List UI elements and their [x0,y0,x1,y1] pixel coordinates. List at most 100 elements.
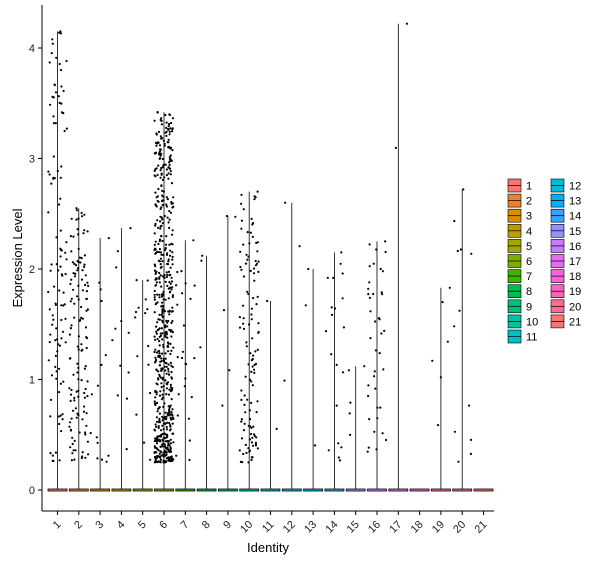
point-2 [84,274,87,277]
point-6 [165,450,168,453]
point-2 [86,440,89,443]
point-1 [48,341,51,344]
point-6 [158,313,161,316]
point-2 [73,302,76,305]
point-6 [172,196,175,199]
point-1 [65,241,68,244]
point-6 [165,365,168,368]
point-6 [158,412,161,415]
point-10 [255,262,259,265]
point-6 [167,138,170,141]
point-6 [170,182,174,185]
point-1 [61,274,64,277]
point-6 [162,308,165,311]
point-1 [53,84,56,87]
point-2 [72,272,75,275]
point-16 [368,418,371,421]
point-10 [242,327,246,330]
point-6 [167,342,170,345]
x-tick-label: 6 [157,519,170,532]
point-16 [383,329,386,332]
point-10 [246,258,249,261]
point-16 [367,446,370,449]
point-2 [86,380,89,383]
point-6 [160,305,163,308]
point-6 [161,352,164,355]
point-8 [201,254,204,257]
point-6 [167,373,171,376]
point-16 [379,267,382,271]
point-4 [125,448,128,451]
legend-label-16: 16 [569,241,581,253]
point-10 [238,449,241,452]
point-6 [157,187,160,191]
point-15 [347,369,350,372]
point-10 [250,441,253,444]
point-6 [157,407,160,410]
point-6 [162,298,165,301]
point-10 [254,444,258,447]
point-6 [168,291,171,294]
point-6 [156,301,159,304]
point-1 [58,344,62,347]
point-2 [75,207,78,210]
point-6 [162,139,165,142]
point-2 [69,429,72,432]
point-6 [161,432,164,435]
point-6 [154,265,157,268]
point-7 [181,350,184,353]
point-2 [86,395,89,398]
point-14 [330,313,334,316]
point-2 [77,366,80,369]
point-1 [59,414,62,417]
point-6 [167,405,170,408]
point-6 [171,258,174,261]
point-6 [171,306,174,309]
x-tick-label: 13 [302,519,319,536]
point-6 [168,122,171,126]
point-6 [161,319,164,322]
point-15 [349,401,352,404]
point-6 [161,222,164,225]
point-6 [159,456,162,459]
point-2 [71,452,74,455]
point-2 [80,343,83,346]
point-6 [164,131,167,134]
violin-base-20 [452,488,473,492]
violin-base-7 [175,488,196,492]
point-1 [48,308,51,311]
point-1 [47,290,50,294]
legend-label-15: 15 [569,226,581,238]
point-2 [70,250,73,253]
point-14 [340,446,343,449]
point-6 [158,419,161,422]
point-6 [165,418,168,421]
point-6 [170,410,173,414]
point-6 [168,113,171,117]
point-1 [49,269,52,272]
point-10 [253,198,256,201]
point-7 [188,439,191,442]
point-6 [165,447,168,450]
point-6 [162,190,165,193]
point-10 [247,363,250,366]
point-16 [369,337,372,340]
point-6 [166,439,169,443]
point-6 [165,372,168,375]
point-7 [176,270,179,274]
point-6 [172,458,175,461]
point-6 [168,281,171,284]
point-9 [221,404,224,407]
point-6 [160,172,163,175]
point-6 [167,450,170,453]
point-6 [156,293,159,296]
point-6 [167,393,171,396]
point-6 [161,393,164,396]
point-3 [98,281,101,284]
point-1 [51,314,54,317]
point-6 [157,242,160,246]
point-2 [86,230,89,233]
legend-label-21: 21 [569,316,581,328]
point-10 [242,429,246,432]
point-6 [159,135,162,138]
